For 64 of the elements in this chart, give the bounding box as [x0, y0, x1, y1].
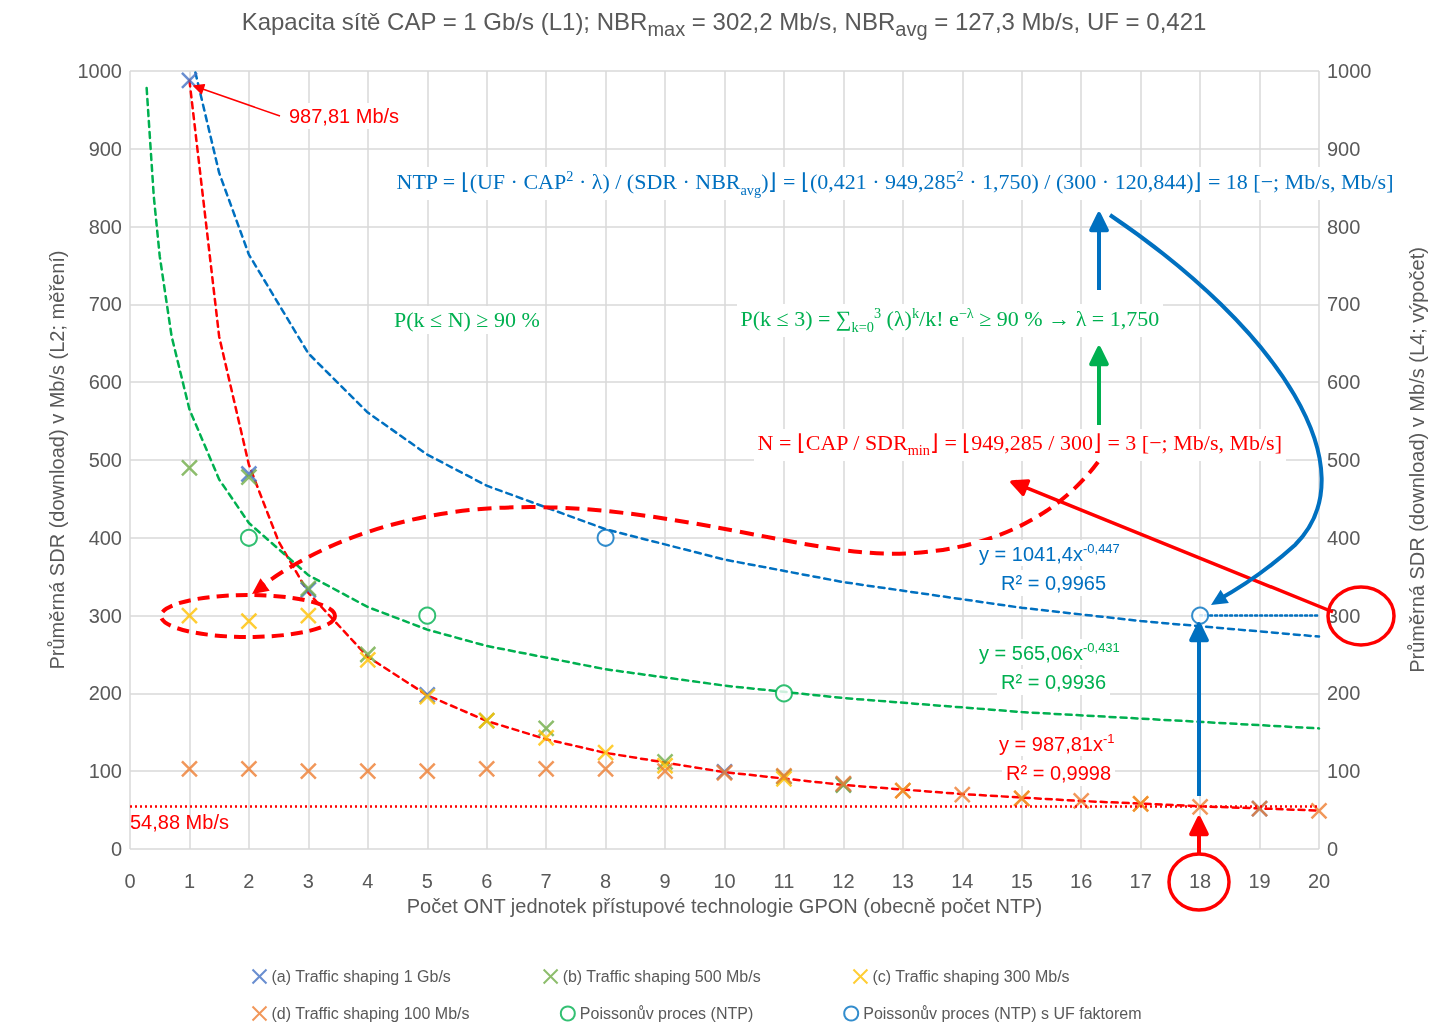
y-tick-label: 900: [88, 137, 122, 160]
y2-axis-title: Průměrná SDR (download) v Mb/s (L4; výpočet): [1406, 247, 1428, 673]
legend-label: Poissonův proces (NTP) s UF faktorem: [863, 1005, 1142, 1022]
x-axis-title: Počet ONT jednotek přístupové technologie GPON (obecně počet NTP): [406, 894, 1043, 917]
x-tick-label: 7: [540, 870, 552, 892]
annotation: y = 987,81x$^{-1}$: [995, 729, 1119, 757]
x-tick-label: 9: [659, 870, 671, 892]
x-tick-label: 13: [891, 870, 914, 892]
x-tick-label: 3: [302, 870, 314, 892]
annotation: NTP = ⌊(UF · CAP$^{2}$ · λ) / (SDR · NBR$_{avg}$)⌋ = ⌊(0,421 · 949,285$^{2}$ · 1,750) / (300 · 120,844)⌋ = 18 [−; Mb/s, Mb/s]: [392, 166, 1398, 200]
x-tick-label: 5: [421, 870, 433, 892]
y-tick-label: 400: [88, 526, 122, 549]
x-tick-label: 8: [600, 870, 612, 892]
y-tick-label: 0: [110, 838, 122, 860]
legend-label: (b) Traffic shaping 500 Mb/s: [562, 968, 761, 985]
x-tick-label: 1: [183, 870, 196, 892]
x-tick-label: 12: [832, 870, 855, 892]
y2-tick-label: 200: [1327, 682, 1361, 705]
legend-label: Poissonův proces (NTP): [579, 1005, 754, 1022]
legend-label: (a) Traffic shaping 1 Gb/s: [271, 968, 451, 985]
y2-tick-label: 800: [1327, 215, 1361, 238]
x-tick-label: 11: [773, 870, 795, 892]
y2-tick-label: 0: [1327, 838, 1339, 860]
y2-tick-label: 500: [1327, 449, 1361, 471]
ref-line-label: 54,88 Mb/s: [130, 811, 229, 834]
annotation: y = 565,06x$^{-0,431}$: [975, 638, 1124, 666]
y-tick-label: 200: [88, 682, 122, 705]
y2-tick-label: 700: [1327, 293, 1361, 316]
y-tick-label: 600: [88, 371, 122, 394]
y-axis-title: Průměrná SDR (download) v Mb/s (L2; měření): [45, 250, 68, 670]
annotation: 987,81 Mb/s: [285, 103, 404, 129]
annotation: R² = 0,9936: [997, 669, 1111, 695]
x-tick-label: 4: [362, 870, 374, 892]
x-tick-label: 20: [1307, 870, 1331, 892]
x-tick-label: 2: [243, 870, 255, 892]
annotation: y = 1041,4x$^{-0,447}$: [975, 539, 1124, 567]
y-tick-label: 700: [88, 293, 122, 316]
y-tick-label: 1000: [77, 60, 122, 82]
x-tick-label: 14: [951, 870, 974, 892]
x-tick-label: 17: [1129, 870, 1152, 892]
x-tick-label: 18: [1188, 870, 1212, 892]
annotation: R² = 0,9965: [997, 570, 1111, 596]
y2-tick-label: 100: [1327, 760, 1361, 783]
y-tick-label: 100: [88, 760, 122, 783]
y-tick-label: 500: [88, 449, 122, 471]
annotation: P(k ≤ 3) = ∑$_{k=0}$$^{3}$ (λ)$^{k}$/k! e$^{−λ}$ ≥ 90 % → λ = 1,750: [736, 303, 1164, 337]
y2-tick-label: 900: [1327, 137, 1361, 160]
y2-tick-label: 600: [1327, 371, 1361, 394]
x-tick-label: 6: [481, 870, 493, 892]
x-tick-label: 0: [124, 870, 136, 892]
x-tick-label: 10: [713, 870, 736, 892]
x-tick-label: 19: [1248, 870, 1271, 892]
chart-title: Kapacita sítě CAP = 1 Gb/s (L1); NBR$_{max}$ = 302,2 Mb/s, NBR$_{avg}$ = 127,3 Mb/s, UF = 0,421: [240, 8, 1208, 41]
annotation: R² = 0,9998: [1002, 760, 1116, 786]
annotation: N = ⌊CAP / SDR$_{min}$⌋ = ⌊949,285 / 300⌋ = 3 [−; Mb/s, Mb/s]: [753, 429, 1287, 462]
y2-tick-label: 400: [1327, 526, 1361, 549]
legend-label: (d) Traffic shaping 100 Mb/s: [271, 1005, 470, 1022]
x-tick-label: 16: [1070, 870, 1093, 892]
y-tick-label: 300: [88, 604, 122, 627]
x-tick-label: 15: [1010, 870, 1033, 892]
y2-tick-label: 1000: [1327, 60, 1372, 82]
legend-label: (c) Traffic shaping 300 Mb/s: [872, 968, 1070, 985]
annotation: P(k ≤ N) ≥ 90 %: [390, 306, 544, 335]
y-tick-label: 800: [88, 215, 122, 238]
